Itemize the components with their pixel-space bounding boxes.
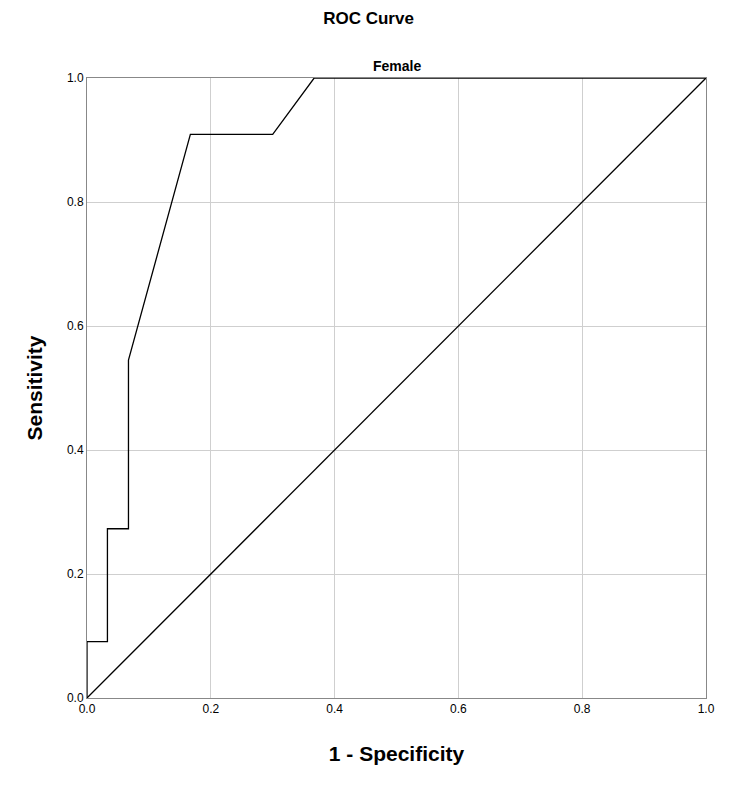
svg-text:Sensitivity: Sensitivity: [23, 335, 46, 440]
svg-text:0.2: 0.2: [202, 702, 219, 716]
svg-text:0.6: 0.6: [450, 702, 467, 716]
svg-text:0.0: 0.0: [67, 691, 84, 705]
svg-text:0.4: 0.4: [326, 702, 343, 716]
svg-text:1 - Specificity: 1 - Specificity: [329, 742, 465, 765]
svg-text:ROC Curve: ROC Curve: [323, 9, 414, 28]
svg-text:0.4: 0.4: [67, 443, 84, 457]
svg-text:Female: Female: [373, 58, 421, 74]
svg-text:1.0: 1.0: [67, 71, 84, 85]
svg-text:0.8: 0.8: [574, 702, 591, 716]
svg-text:0.8: 0.8: [67, 195, 84, 209]
svg-text:0.0: 0.0: [79, 702, 96, 716]
svg-text:0.6: 0.6: [67, 319, 84, 333]
svg-text:1.0: 1.0: [698, 702, 715, 716]
svg-text:0.2: 0.2: [67, 567, 84, 581]
